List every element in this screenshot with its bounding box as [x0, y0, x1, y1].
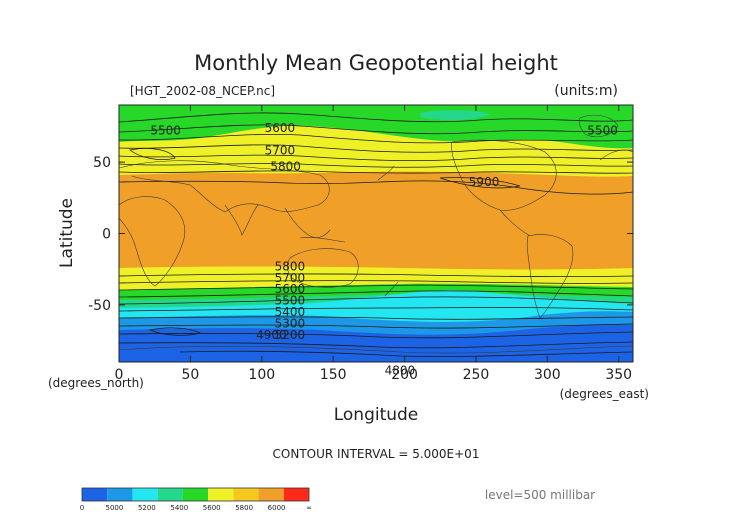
- units-label: (units:m): [554, 83, 618, 99]
- colorbar: 0 5000 5200 5400 5600 5800 6000 ∞: [80, 487, 312, 512]
- contour-line: [119, 170, 633, 174]
- colorbar-swatch: [107, 488, 133, 501]
- contour-lines: [119, 112, 633, 357]
- colorbar-swatch: [157, 488, 183, 501]
- contour-line: [148, 327, 202, 336]
- contour-line: [439, 177, 521, 189]
- contour-label: 5800: [270, 159, 301, 173]
- coastline-japan: [377, 165, 395, 181]
- contour-label: 5500: [587, 124, 618, 138]
- contour-line: [129, 148, 176, 160]
- contour-label: 5500: [275, 294, 306, 308]
- colorbar-label: 5800: [235, 504, 253, 512]
- contour-line: [119, 331, 633, 339]
- contour-line: [119, 316, 633, 320]
- colorbar-label: 5200: [138, 504, 156, 512]
- file-label: [HGT_2002-08_NCEP.nc]: [130, 84, 275, 98]
- coastline-new-zealand: [384, 281, 399, 297]
- coastline-greenland: [578, 114, 619, 138]
- y-axis-ticks: -50 0 50: [88, 155, 633, 314]
- contour-label: 5700: [265, 144, 296, 158]
- contour-line: [119, 112, 633, 123]
- contour-line: [119, 154, 633, 162]
- colorbar-label: 5600: [203, 504, 221, 512]
- contour-line: [119, 124, 633, 135]
- contour-line: [119, 307, 633, 312]
- y-tick-label: -50: [88, 298, 111, 314]
- x-tick-label: 300: [534, 367, 561, 383]
- y-tick-label: 0: [102, 227, 111, 243]
- contour-label: 5800: [275, 259, 306, 273]
- contour-label: 5200: [275, 328, 306, 342]
- contour-line: [119, 180, 633, 195]
- coastline-indonesia: [299, 237, 346, 243]
- contour-label: 5600: [265, 121, 296, 135]
- contour-line: [119, 323, 633, 329]
- x-tick-label: 150: [320, 367, 347, 383]
- band-north-green-dark: [420, 110, 490, 121]
- colorbar-swatch: [182, 488, 209, 501]
- coastline-north-america: [451, 139, 557, 211]
- contour-line: [119, 296, 633, 305]
- contour-label: 5700: [275, 271, 306, 285]
- colorbar-label: ∞: [306, 504, 312, 512]
- contour-line: [119, 144, 633, 153]
- coastline-se-asia: [284, 207, 331, 238]
- colorbar-swatch: [82, 488, 108, 501]
- chart-title: Monthly Mean Geopotential height: [194, 51, 558, 75]
- colorbar-frame: [81, 487, 310, 502]
- x-tick-label: 350: [605, 367, 632, 383]
- contour-line: [119, 280, 633, 284]
- colorbar-label: 6000: [268, 504, 286, 512]
- colorbar-swatch: [258, 488, 284, 501]
- contour-label: 5500: [150, 124, 181, 138]
- contour-line: [119, 284, 633, 291]
- colorbar-label: 5400: [170, 504, 188, 512]
- x-axis-label: Longitude: [334, 405, 419, 425]
- contour-line: [119, 133, 633, 144]
- colorbar-label: 0: [80, 504, 84, 512]
- colorbar-swatch: [283, 488, 309, 501]
- x-tick-label: 250: [463, 367, 490, 383]
- contour-label: 4900: [256, 328, 287, 342]
- x-axis-ticks: 0 50 100 150 200 250 300 350: [115, 105, 632, 383]
- band-north-green: [119, 105, 633, 149]
- coastline-india: [224, 204, 259, 236]
- filled-contour-bands: [119, 105, 633, 362]
- coastline-antarctica: [119, 345, 633, 354]
- contour-label: 4800: [385, 364, 416, 378]
- colorbar-swatch: [208, 488, 234, 501]
- contour-label: 5900: [469, 175, 500, 189]
- contour-label: 5300: [275, 316, 306, 330]
- contour-line: [179, 350, 633, 357]
- coastline-europe: [599, 149, 633, 161]
- level-text: level=500 millibar: [485, 488, 595, 502]
- x-unit-label: (degrees_east): [560, 387, 649, 401]
- contour-labels: 5500 560057005800590055005800570056005500…: [150, 121, 617, 378]
- contour-line: [119, 290, 633, 298]
- contour-line: [119, 163, 633, 168]
- contour-line: [119, 273, 633, 278]
- x-tick-label: 0: [115, 367, 124, 383]
- contour-interval-text: CONTOUR INTERVAL = 5.000E+01: [273, 447, 480, 461]
- coastline-central-america: [499, 209, 531, 237]
- contour-line: [119, 341, 633, 349]
- coastline-africa: [119, 196, 186, 287]
- x-tick-label: 50: [181, 367, 199, 383]
- x-tick-label: 200: [391, 367, 418, 383]
- coastline-eurasia: [119, 160, 330, 213]
- coastline-australia: [286, 248, 359, 288]
- colorbar-label: 5000: [106, 504, 124, 512]
- x-tick-label: 100: [248, 367, 275, 383]
- colorbar-swatch: [233, 488, 259, 501]
- coastline-south-america: [526, 234, 574, 319]
- colorbar-swatch: [132, 488, 158, 501]
- coastlines: [119, 114, 633, 354]
- contour-label: 5400: [275, 305, 306, 319]
- y-unit-label: (degrees_north): [48, 376, 144, 390]
- y-axis-label: Latitude: [57, 198, 77, 268]
- y-tick-label: 50: [93, 155, 111, 171]
- contour-label: 5600: [275, 282, 306, 296]
